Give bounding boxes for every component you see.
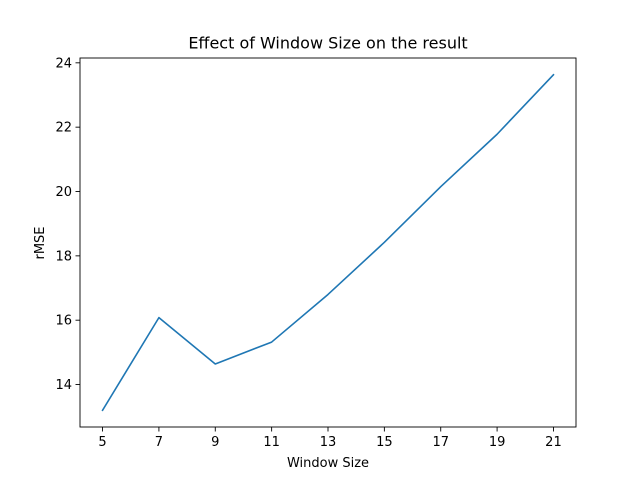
x-tick-label: 13 (320, 435, 337, 450)
x-tick-label: 19 (489, 435, 506, 450)
chart-title: Effect of Window Size on the result (188, 34, 467, 53)
y-tick-label: 18 (55, 249, 72, 264)
plot-area: 5 7 9 11 13 15 17 19 21 14 16 18 20 22 24 (55, 56, 577, 450)
y-axis-label: rMSE (33, 226, 48, 259)
series-line-0 (101, 73, 555, 412)
y-tick-label: 16 (55, 314, 72, 329)
x-tick-label: 17 (432, 435, 449, 450)
y-tick-label: 20 (55, 185, 72, 200)
x-tick-label: 21 (545, 435, 562, 450)
y-tick-label: 14 (55, 378, 72, 393)
axes-frame (79, 57, 577, 428)
x-tick-label: 15 (376, 435, 393, 450)
x-tick-label: 5 (98, 435, 106, 450)
y-tick-label: 24 (55, 56, 72, 71)
y-tick-label: 22 (55, 121, 72, 136)
x-tick-label: 7 (155, 435, 163, 450)
x-axis-label: Window Size (287, 456, 369, 471)
x-tick-label: 9 (211, 435, 219, 450)
x-tick-label: 11 (263, 435, 280, 450)
